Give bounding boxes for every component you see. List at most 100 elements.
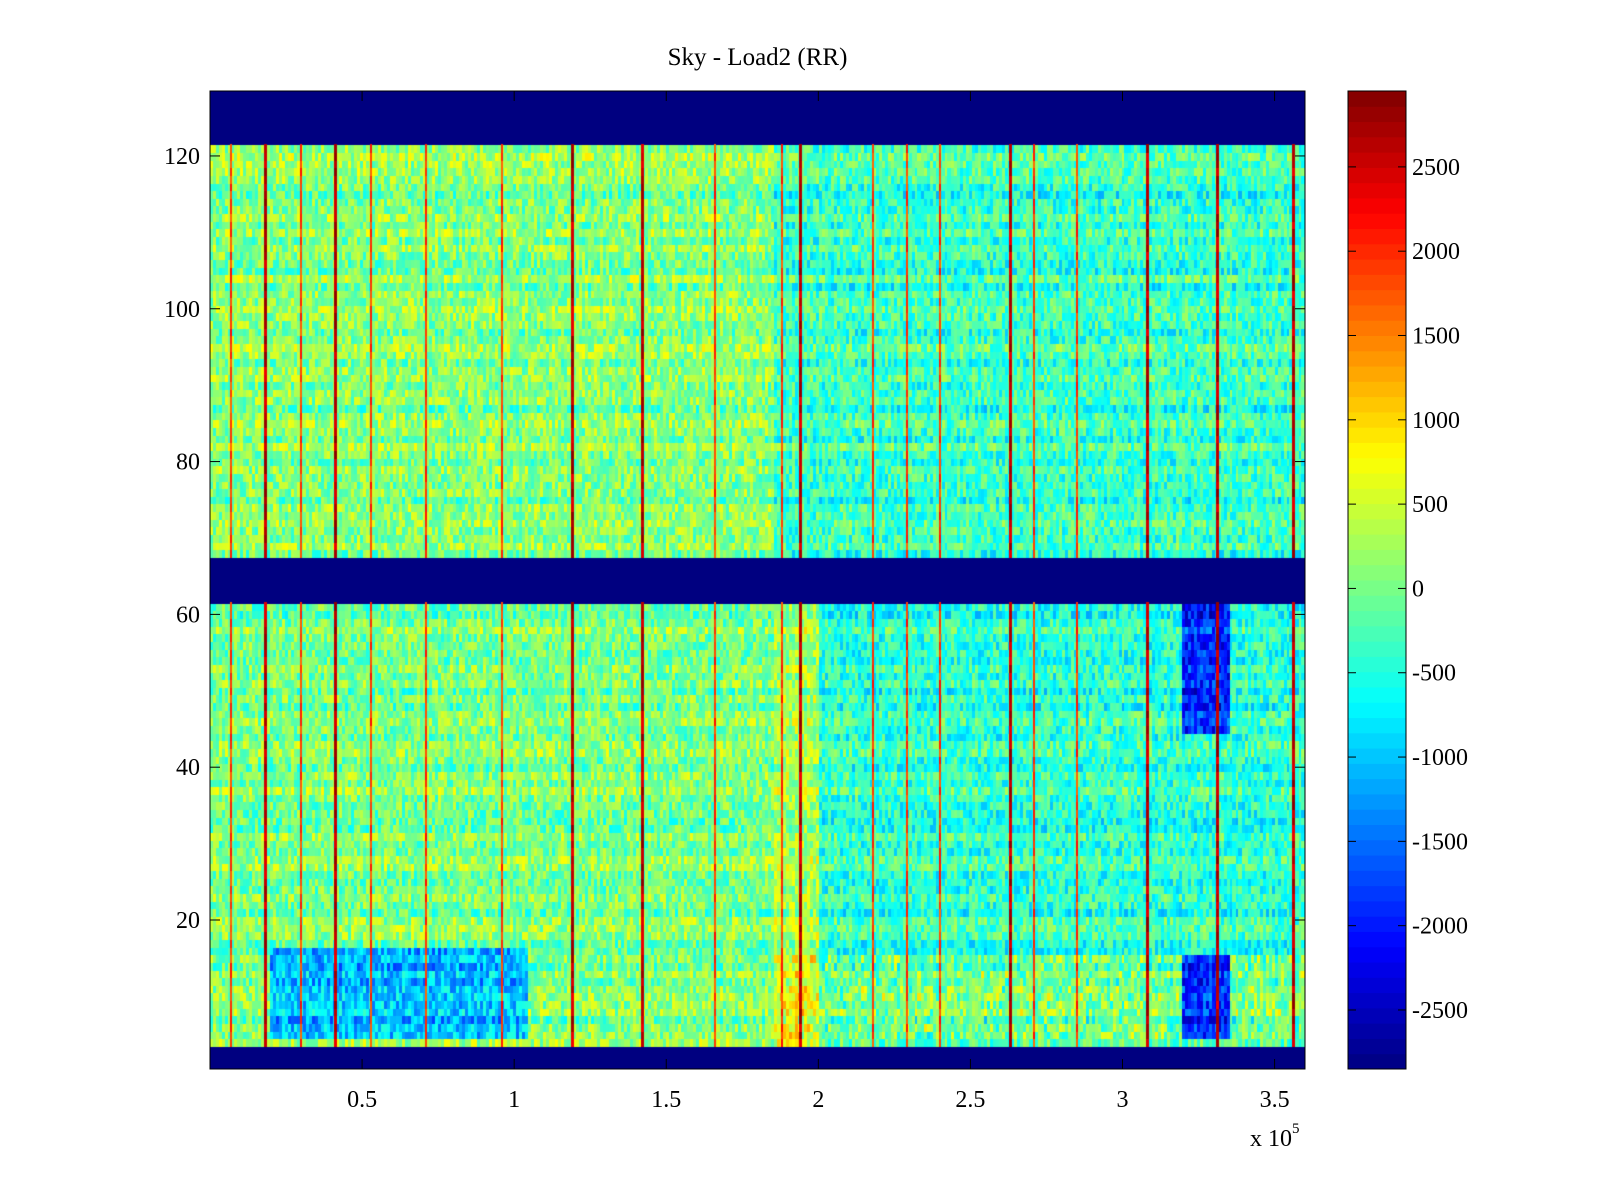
colorbar (1348, 91, 1406, 1070)
colorbar-tick-label: 1000 (1412, 408, 1460, 434)
y-tick-label: 60 (176, 602, 200, 628)
colorbar-step (1348, 595, 1406, 612)
heatmap-image (210, 91, 1305, 1069)
colorbar-step (1348, 243, 1406, 260)
colorbar-step (1348, 396, 1406, 413)
colorbar-step (1348, 503, 1406, 520)
colorbar-step (1348, 793, 1406, 810)
colorbar-step (1348, 564, 1406, 581)
colorbar-step (1348, 121, 1406, 138)
colorbar-step (1348, 625, 1406, 642)
colorbar-step (1348, 304, 1406, 321)
colorbar-step (1348, 839, 1406, 856)
colorbar-step (1348, 442, 1406, 459)
colorbar-step (1348, 610, 1406, 627)
colorbar-step (1348, 457, 1406, 474)
colorbar-step (1348, 946, 1406, 963)
y-tick-label: 120 (164, 144, 200, 170)
colorbar-tick-label: 1500 (1412, 324, 1460, 350)
colorbar-axis: -2500 -2000 -1500 -1000 -500 0 500 1000 1500 2000… (1348, 155, 1468, 1024)
colorbar-step (1348, 1023, 1406, 1039)
colorbar-step (1348, 824, 1406, 841)
colorbar-step (1348, 335, 1406, 352)
colorbar-step (1348, 274, 1406, 291)
x-tick-label: 1 (508, 1087, 520, 1113)
chart-title: Sky - Load2 (RR) (667, 44, 848, 71)
colorbar-step (1348, 641, 1406, 657)
colorbar-step (1348, 1038, 1406, 1055)
colorbar-step (1348, 977, 1406, 994)
colorbar-tick-label: 500 (1412, 492, 1448, 518)
colorbar-step (1348, 931, 1406, 948)
x-tick-label: 3 (1117, 1087, 1129, 1113)
colorbar-frame (1347, 90, 1407, 1070)
y-tick-label: 40 (176, 755, 200, 781)
colorbar-step (1348, 671, 1406, 688)
colorbar-step (1348, 534, 1406, 550)
plot-area-frame (209, 90, 1306, 1070)
heatmap-cells (210, 91, 1305, 1069)
x-tick-label: 0.5 (347, 1087, 377, 1113)
colorbar-step (1348, 152, 1406, 168)
colorbar-step (1348, 366, 1406, 382)
colorbar-step (1348, 855, 1406, 871)
colorbar-step (1348, 518, 1406, 535)
colorbar-step (1348, 106, 1406, 123)
x-tick-label: 2 (812, 1087, 824, 1113)
colorbar-step (1348, 427, 1406, 443)
colorbar-step (1348, 962, 1406, 978)
colorbar-step (1348, 900, 1406, 917)
colorbar-step (1348, 870, 1406, 887)
colorbar-step (1348, 136, 1406, 153)
x-multiplier-base: x 10 (1250, 1126, 1292, 1152)
colorbar-step (1348, 320, 1406, 336)
colorbar-step (1348, 732, 1406, 749)
colorbar-step (1348, 182, 1406, 199)
colorbar-tick-label: -1000 (1412, 745, 1468, 771)
colorbar-step (1348, 717, 1406, 734)
colorbar-step (1348, 549, 1406, 566)
y-tick-label: 80 (176, 450, 200, 476)
y-axis: 20 40 60 80 100 120 (164, 144, 1305, 934)
colorbar-step (1348, 259, 1406, 275)
colorbar-step (1348, 885, 1406, 902)
x-tick-label: 2.5 (955, 1087, 985, 1113)
colorbar-tick-label: -2000 (1412, 914, 1468, 940)
x-tick-label: 1.5 (651, 1087, 681, 1113)
x-axis: 0.5 1 1.5 2 2.5 3 3.5 (347, 91, 1290, 1113)
x-multiplier-exponent: 5 (1292, 1121, 1300, 1137)
colorbar-step (1348, 473, 1406, 489)
colorbar-step (1348, 702, 1406, 719)
colorbar-step (1348, 1007, 1406, 1024)
colorbar-step (1348, 289, 1406, 306)
colorbar-step (1348, 228, 1406, 245)
colorbar-step (1348, 167, 1406, 184)
colorbar-tick-label: -500 (1412, 661, 1456, 687)
colorbar-step (1348, 381, 1406, 398)
colorbar-step (1348, 748, 1406, 764)
colorbar-step (1348, 778, 1406, 795)
colorbar-step (1348, 411, 1406, 428)
colorbar-tick-label: 2500 (1412, 155, 1460, 181)
colorbar-step (1348, 686, 1406, 703)
colorbar-tick-label: -2500 (1412, 998, 1468, 1024)
colorbar-tick-label: -1500 (1412, 829, 1468, 855)
colorbar-step (1348, 197, 1406, 214)
colorbar-step (1348, 91, 1406, 107)
colorbar-step (1348, 1053, 1406, 1070)
colorbar-step (1348, 656, 1406, 673)
y-tick-label: 20 (176, 908, 200, 934)
colorbar-tick-label: 0 (1412, 576, 1424, 602)
colorbar-tick-label: 2000 (1412, 239, 1460, 265)
colorbar-step (1348, 580, 1406, 596)
colorbar-step (1348, 992, 1406, 1009)
x-axis-multiplier: x 105 (1250, 1121, 1300, 1153)
colorbar-step (1348, 488, 1406, 505)
colorbar-step (1348, 763, 1406, 780)
colorbar-step (1348, 350, 1406, 367)
colorbar-step (1348, 213, 1406, 230)
y-tick-label: 100 (164, 297, 200, 323)
colorbar-step (1348, 916, 1406, 932)
colorbar-step (1348, 809, 1406, 825)
